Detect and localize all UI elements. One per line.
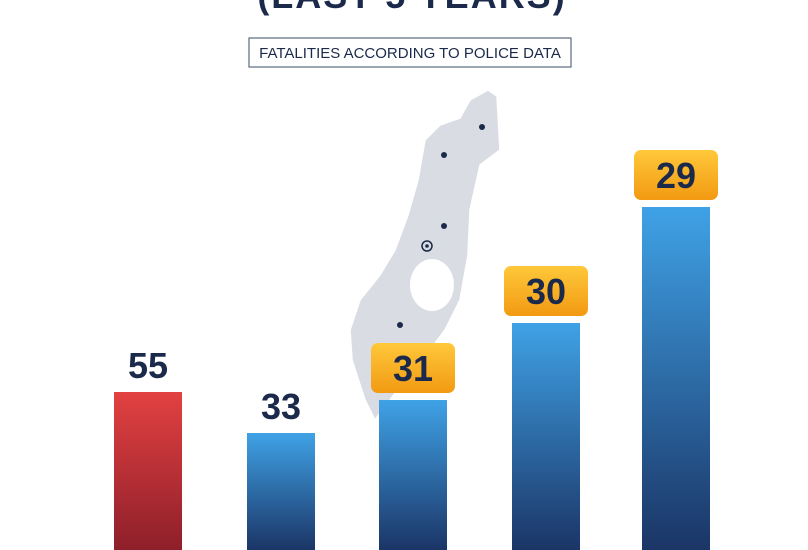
chart-subtitle: FATALITIES ACCORDING TO POLICE DATA [259,45,561,62]
value-badge [504,266,588,316]
subtitle-box [248,37,572,68]
value-badge [371,343,455,393]
bar [642,207,710,550]
bar [247,433,315,550]
bar [114,392,182,550]
value-label: 29 [656,155,696,196]
map-lake [410,259,454,311]
chart-title: (LAST 5 YEARS) [257,0,566,16]
map [349,89,501,422]
value-label: 55 [128,345,168,386]
value-label: 30 [526,271,566,312]
bar [379,400,447,550]
map-dots [397,124,485,328]
bar [512,323,580,550]
value-label: 31 [393,348,433,389]
value-badge [634,150,718,200]
value-label: 33 [261,386,301,427]
